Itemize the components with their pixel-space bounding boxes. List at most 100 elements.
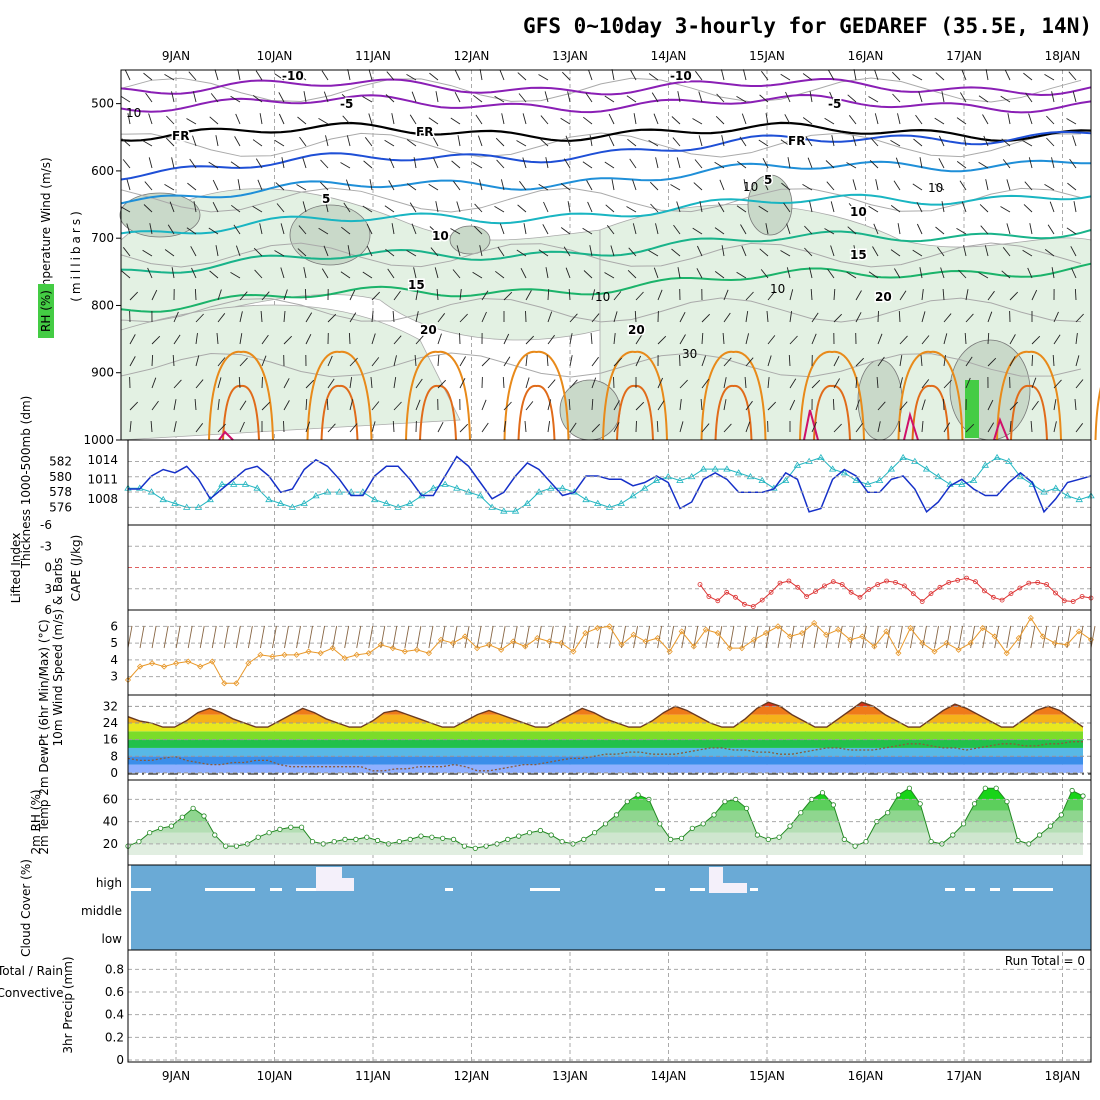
wind-barb — [164, 74, 175, 81]
wind-barb — [766, 310, 769, 323]
wind-barb — [500, 179, 505, 191]
wind-barb — [569, 355, 573, 367]
wind-barb — [701, 423, 710, 433]
wind-barb — [520, 267, 527, 279]
wind-barb — [811, 379, 821, 389]
li-point — [857, 594, 863, 600]
wind-barb — [720, 69, 725, 81]
temperature-contour — [120, 159, 1091, 205]
wind-barb — [868, 205, 879, 213]
wind-barb — [825, 625, 831, 649]
wind-barb — [364, 137, 373, 147]
wind-barb — [980, 225, 989, 235]
wind-barb — [1067, 182, 1077, 191]
contour-label: 15 — [408, 278, 425, 292]
wind-barb — [698, 135, 703, 147]
wind-barb — [260, 310, 263, 323]
wind-barb — [346, 135, 351, 147]
wind-barb — [1066, 118, 1077, 125]
wind-barb — [897, 113, 901, 125]
rh-point — [1047, 823, 1054, 829]
wind-barb — [978, 95, 989, 103]
wind-barb — [349, 312, 357, 323]
temp-tick: 0 — [110, 766, 118, 780]
wind-barb — [171, 157, 175, 169]
temp-band — [128, 747, 1083, 757]
wind-barb — [1049, 201, 1055, 213]
panel-frame — [127, 524, 1092, 611]
hot-contour — [993, 416, 1009, 441]
wind-barb — [958, 625, 964, 649]
wind-barb — [164, 184, 175, 191]
rh-point — [667, 836, 674, 843]
wind-barb — [670, 73, 681, 81]
wind-barb — [1009, 401, 1019, 411]
wind-barb — [609, 625, 614, 649]
wind-barb — [693, 182, 703, 191]
temp-band — [128, 739, 1083, 748]
wind-barb — [151, 335, 161, 345]
wind-barb — [433, 157, 439, 169]
wind-barb — [126, 179, 131, 191]
wind-point — [835, 626, 842, 633]
rh-fill-dark — [289, 204, 371, 266]
wind-barb — [429, 72, 439, 81]
warm-contour — [306, 350, 373, 441]
wind-barb — [611, 179, 615, 191]
wind-barb — [1075, 333, 1078, 345]
contour-label: -10 — [282, 69, 304, 83]
wind-barb — [275, 182, 285, 191]
wind-barb — [230, 95, 241, 103]
wind-barb — [611, 69, 615, 81]
wind-barb — [1031, 377, 1037, 389]
wind-barb — [252, 139, 263, 147]
wind-barb — [283, 378, 290, 389]
wind-barb — [547, 334, 555, 345]
wind-barb — [1009, 420, 1012, 433]
wind-barb — [741, 625, 747, 649]
pressure-tick: 600 — [91, 164, 114, 178]
wind-barb — [937, 246, 945, 257]
wind-barb — [538, 74, 549, 81]
temp-band — [128, 731, 1083, 740]
wind-barb — [846, 271, 857, 279]
li-point — [804, 594, 809, 599]
wind-barb — [855, 312, 862, 323]
wind-barb — [368, 625, 374, 649]
wind-barb — [943, 313, 952, 323]
wind-barb — [671, 116, 681, 125]
wind-barb — [913, 138, 923, 147]
wind-barb — [547, 399, 552, 411]
wind-barb — [297, 116, 307, 125]
wind-barb — [517, 72, 527, 81]
wind-barb — [1090, 625, 1096, 649]
wind-barb — [393, 401, 402, 411]
x-tick-top: 14JAN — [651, 49, 687, 63]
wind-barb — [985, 179, 989, 191]
temp-tick: 32 — [103, 699, 118, 713]
cloud-high — [530, 888, 560, 891]
wind-barb — [696, 245, 703, 257]
contour-label: 20 — [628, 323, 645, 337]
rh-point — [331, 838, 337, 845]
wind-barb — [832, 398, 835, 411]
wind-barb — [780, 250, 791, 257]
contour-label: 15 — [850, 248, 867, 262]
wind-barb — [632, 179, 637, 191]
wind-barb — [585, 92, 593, 103]
wind-barb — [813, 625, 819, 649]
wind-barb — [855, 399, 860, 411]
wind-barb — [428, 625, 434, 649]
wind-barb — [325, 135, 329, 147]
wind-point — [365, 650, 372, 657]
wind-barb — [340, 162, 351, 169]
wind-barb — [758, 139, 769, 147]
wind-barb — [783, 202, 791, 213]
wind-barb — [943, 333, 948, 345]
wind-barb — [789, 311, 793, 323]
wind-barb — [701, 355, 707, 367]
wind-barb — [848, 115, 857, 125]
wind-barb — [608, 135, 615, 147]
wind-barb — [384, 139, 395, 147]
wind-barb — [741, 245, 747, 257]
